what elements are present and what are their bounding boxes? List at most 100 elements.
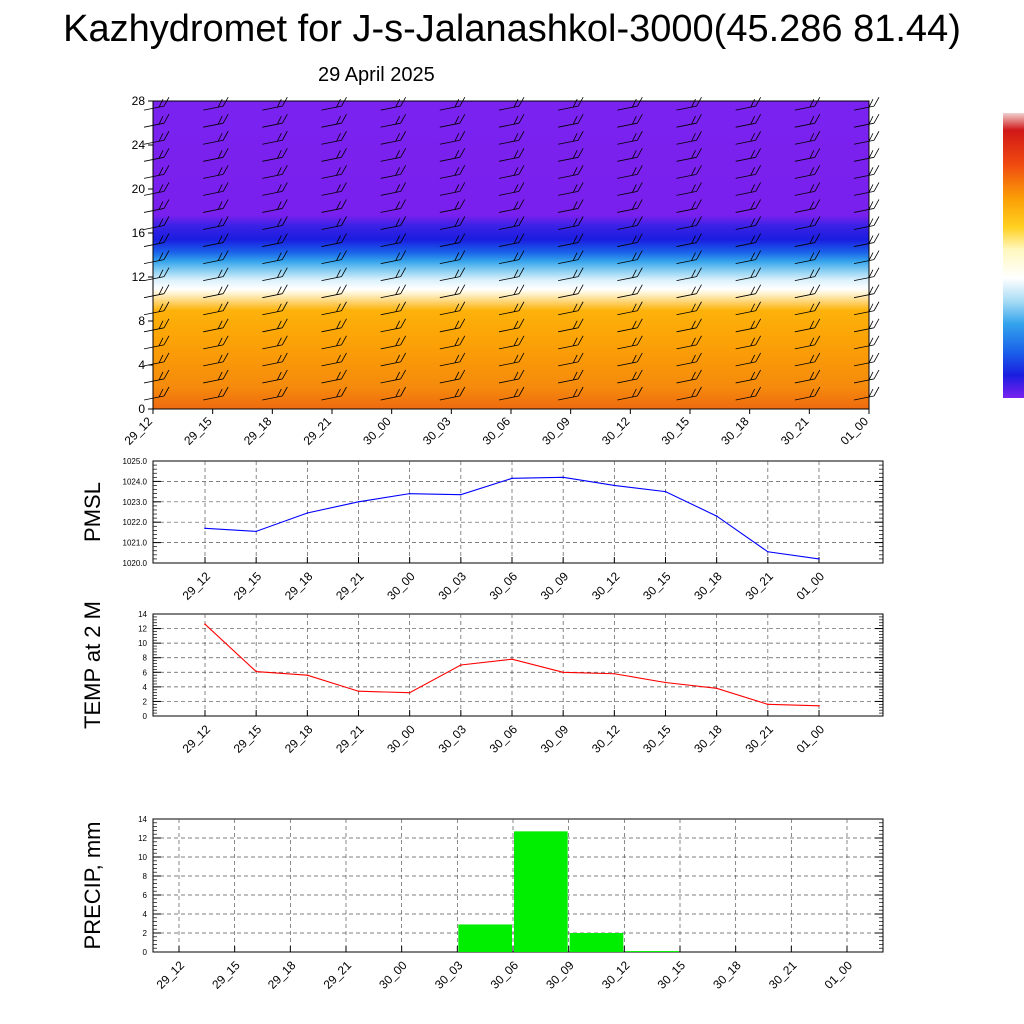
wind-barb: [794, 318, 821, 333]
x-tick-label: 30_03: [432, 958, 466, 992]
data-point: [767, 703, 769, 706]
wind-barb: [558, 216, 584, 230]
wind-barb: [321, 216, 347, 230]
wind-barb: [794, 148, 821, 162]
wind-barb: [203, 335, 229, 350]
wind-barb: [676, 148, 702, 162]
wind-barb: [439, 386, 466, 401]
wind-barb: [794, 250, 821, 264]
wind-barb: [794, 216, 821, 230]
wind-barb: [735, 335, 762, 350]
y-tick-label: 0: [143, 712, 148, 721]
x-tick-label: 30_06: [488, 958, 522, 992]
data-point: [255, 530, 257, 533]
wind-barb: [558, 148, 584, 162]
wind-barb: [617, 386, 643, 401]
wind-barb: [498, 301, 525, 316]
wind-barb: [558, 369, 584, 384]
wind-barb: [735, 233, 762, 247]
data-point: [460, 664, 462, 666]
data-point: [357, 690, 360, 693]
wind-barb: [143, 199, 170, 213]
pmsl-panel: 1020.0 1021.0 1022.0 1023.0 1024.0 1025.0 29_1…: [80, 457, 884, 603]
wind-barb: [262, 352, 288, 367]
wind-barb: [676, 182, 702, 196]
y-tick-label: 12: [132, 270, 146, 284]
data-point: [408, 691, 411, 694]
wind-barb: [735, 216, 762, 230]
wind-barb: [853, 182, 880, 196]
wind-barb: [262, 131, 288, 145]
wind-barb: [794, 131, 821, 145]
wind-barb: [794, 199, 821, 213]
wind-barb: [439, 250, 466, 264]
wind-barb: [439, 165, 466, 179]
y-tick-label: 8: [143, 654, 148, 663]
wind-barb: [262, 182, 288, 196]
x-tick-label: 30_15: [659, 414, 693, 448]
wind-barb: [321, 369, 347, 384]
y-tick-label: 10: [138, 853, 147, 862]
wind-barb: [203, 386, 229, 401]
wind-barb: [558, 301, 584, 316]
x-tick-label: 30_03: [420, 414, 454, 448]
x-tick-label: 30_12: [599, 414, 633, 448]
grid: [153, 461, 883, 563]
wind-barb: [439, 318, 466, 333]
x-tick-label: 30_15: [640, 722, 674, 756]
wind-barb: [617, 114, 643, 128]
x-tick-label: 30_06: [480, 414, 514, 448]
wind-barb: [439, 114, 466, 128]
x-tick-label: 30_00: [384, 722, 418, 756]
wind-barb: [617, 335, 643, 350]
y-tick-label: 2: [143, 929, 148, 938]
grid: [153, 614, 883, 716]
wind-barb: [558, 131, 584, 145]
wind-barb: [143, 148, 170, 162]
wind-barb: [321, 233, 347, 247]
data-point: [357, 501, 360, 503]
wind-barb: [676, 114, 702, 128]
wind-barb: [380, 131, 407, 145]
wind-barb: [321, 165, 347, 179]
x-tick-label: 29_21: [333, 569, 367, 603]
wind-barb: [498, 199, 525, 213]
data-point: [204, 623, 206, 625]
wind-barb: [676, 267, 702, 282]
wind-barb: [735, 352, 762, 367]
wind-barb: [617, 165, 643, 179]
wind-barb: [439, 284, 466, 299]
wind-barb: [203, 352, 229, 367]
wind-barb: [203, 369, 229, 384]
x-tick-label: 30_03: [435, 722, 469, 756]
wind-barb: [853, 199, 880, 213]
wind-barb: [735, 267, 762, 282]
y-tick-label: 16: [132, 226, 146, 240]
wind-barb: [498, 386, 525, 401]
x-tick-label: 29_21: [301, 414, 335, 448]
wind-barb: [853, 114, 880, 128]
wind-barb: [380, 267, 407, 282]
wind-barb: [735, 182, 762, 196]
x-tick-label: 29_12: [180, 569, 214, 603]
wind-barb: [321, 250, 347, 264]
wind-barb: [439, 335, 466, 350]
wind-barb: [262, 250, 288, 264]
y-axis-label: TEMP at 2 M: [80, 601, 105, 729]
wind-barb: [262, 199, 288, 213]
x-tick-label: 30_18: [710, 958, 744, 992]
data-point: [613, 484, 616, 487]
x-tick-label: 29_12: [180, 722, 214, 756]
chart-title: Kazhydromet for J-s-Jalanashkol-3000(45.…: [63, 8, 961, 50]
wind-barb: [439, 199, 466, 213]
wind-barb: [676, 369, 702, 384]
wind-barb: [262, 96, 288, 111]
wind-barb: [558, 250, 584, 264]
wind-barb: [853, 301, 880, 316]
x-tick-label: 30_18: [691, 569, 725, 603]
y-tick-label: 6: [143, 891, 148, 900]
data-point: [613, 672, 616, 675]
x-tick-label: 30_21: [766, 958, 800, 992]
wind-barb: [321, 352, 347, 367]
wind-barb: [794, 284, 821, 299]
